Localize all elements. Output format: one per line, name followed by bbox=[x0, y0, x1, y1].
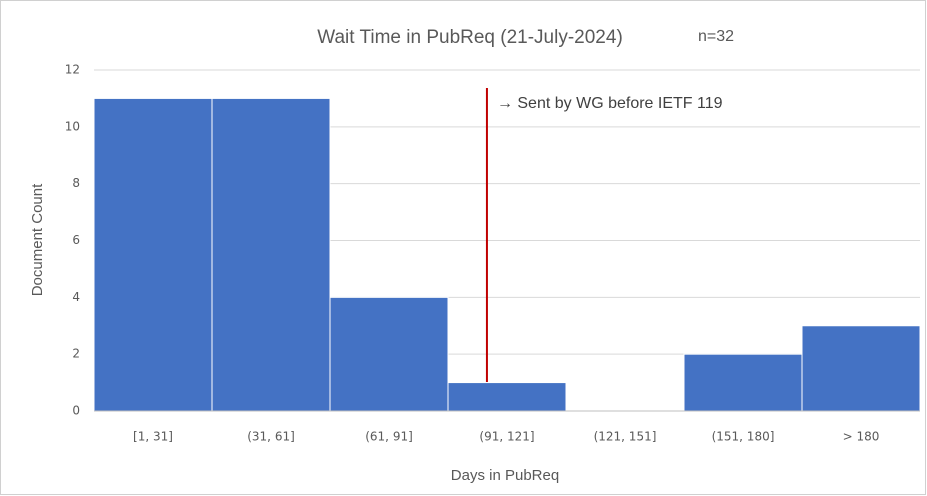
bar bbox=[211, 97, 331, 412]
y-tick-label: 2 bbox=[72, 347, 80, 361]
bar bbox=[683, 353, 803, 412]
bar bbox=[801, 325, 921, 412]
y-tick-label: 4 bbox=[72, 290, 80, 304]
x-tick-label: (151, 180] bbox=[712, 430, 775, 444]
y-tick-label: 12 bbox=[65, 63, 80, 77]
x-axis-title: Days in PubReq bbox=[451, 467, 559, 484]
y-tick-label: 8 bbox=[72, 176, 80, 190]
bar bbox=[329, 296, 449, 412]
x-tick-label: (31, 61] bbox=[247, 430, 295, 444]
x-tick-label: (91, 121] bbox=[479, 430, 534, 444]
y-axis-title: Document Count bbox=[29, 183, 46, 296]
sample-size: n=32 bbox=[698, 28, 734, 45]
bar bbox=[447, 382, 567, 412]
y-tick-label: 10 bbox=[65, 119, 80, 133]
y-tick-label: 0 bbox=[72, 404, 80, 418]
x-tick-label: > 180 bbox=[843, 430, 880, 444]
bar bbox=[93, 97, 213, 412]
y-tick-label: 6 bbox=[72, 233, 80, 247]
x-tick-label: (61, 91] bbox=[365, 430, 413, 444]
x-tick-label: [1, 31] bbox=[133, 430, 173, 444]
x-tick-label: (121, 151] bbox=[594, 430, 657, 444]
chart-title: Wait Time in PubReq (21-July-2024) bbox=[317, 27, 623, 48]
annotation: → Sent by WG before IETF 119 bbox=[497, 95, 723, 112]
